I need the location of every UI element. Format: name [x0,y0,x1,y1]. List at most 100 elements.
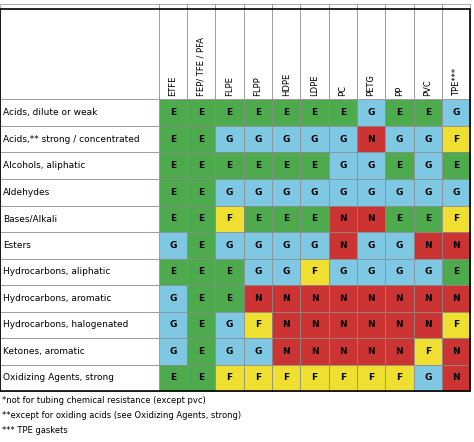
Bar [414,126,442,152]
Bar [0,312,159,338]
Text: G: G [396,241,403,250]
Bar [0,259,159,285]
Bar [272,206,301,232]
Bar [442,232,470,259]
Text: G: G [283,135,290,144]
Bar [357,312,385,338]
Bar [159,152,187,179]
Bar [187,232,215,259]
Bar [215,365,244,391]
Text: F: F [255,320,261,329]
Bar [442,99,470,126]
Text: TPE***: TPE*** [452,68,461,96]
Text: E: E [198,294,204,303]
Text: G: G [226,241,233,250]
Bar [272,232,301,259]
Bar [187,259,215,285]
Bar [0,99,159,126]
Bar [159,126,187,152]
Bar [244,365,272,391]
Bar [215,232,244,259]
Bar [272,126,301,152]
Bar [244,285,272,312]
Bar [385,232,414,259]
Bar [385,312,414,338]
Bar [414,232,442,259]
Text: G: G [339,135,346,144]
Text: *** TPE gaskets: *** TPE gaskets [2,426,68,434]
Bar [328,285,357,312]
Text: N: N [452,373,460,382]
Bar [442,206,470,232]
Text: E: E [311,108,318,117]
Text: G: G [311,135,318,144]
Bar [244,4,272,99]
Text: N: N [283,294,290,303]
Text: G: G [226,347,233,356]
Bar [187,4,215,99]
Text: F: F [283,373,289,382]
Text: G: G [283,241,290,250]
Bar [357,365,385,391]
Text: E: E [198,373,204,382]
Bar [357,126,385,152]
Text: N: N [367,320,375,329]
Text: E: E [170,267,176,276]
Bar [301,285,328,312]
Bar [244,126,272,152]
Text: E: E [425,214,431,223]
Text: F: F [453,135,459,144]
Bar [301,179,328,206]
Bar [301,206,328,232]
Bar [357,179,385,206]
Text: F: F [255,373,261,382]
Text: E: E [283,214,289,223]
Bar [187,179,215,206]
Text: Hydrocarbons, halogenated: Hydrocarbons, halogenated [3,320,128,329]
Text: G: G [424,373,431,382]
Text: G: G [396,188,403,197]
Bar [187,126,215,152]
Text: E: E [396,108,402,117]
Text: E: E [170,373,176,382]
Bar [159,179,187,206]
Bar [244,99,272,126]
Bar [215,152,244,179]
Bar [187,338,215,365]
Text: E: E [283,161,289,170]
Text: E: E [170,188,176,197]
Text: F: F [453,214,459,223]
Bar [357,206,385,232]
Bar [357,99,385,126]
Bar [187,99,215,126]
Text: G: G [339,161,346,170]
Bar [187,206,215,232]
Bar [0,152,159,179]
Bar [244,312,272,338]
Bar [328,126,357,152]
Text: E: E [311,214,318,223]
Text: E: E [198,161,204,170]
Text: PVC: PVC [423,79,432,96]
Text: G: G [226,320,233,329]
Bar [0,9,470,391]
Text: G: G [424,135,431,144]
Text: G: G [254,188,262,197]
Text: G: G [452,188,460,197]
Text: Hydrocarbons, aromatic: Hydrocarbons, aromatic [3,294,111,303]
Text: G: G [169,241,177,250]
Bar [414,312,442,338]
Bar [442,312,470,338]
Bar [328,152,357,179]
Bar [187,285,215,312]
Text: G: G [226,188,233,197]
Bar [357,4,385,99]
Bar [187,365,215,391]
Bar [414,4,442,99]
Bar [385,338,414,365]
Text: G: G [254,347,262,356]
Text: ETFE: ETFE [168,76,177,96]
Bar [272,179,301,206]
Text: E: E [255,161,261,170]
Bar [159,365,187,391]
